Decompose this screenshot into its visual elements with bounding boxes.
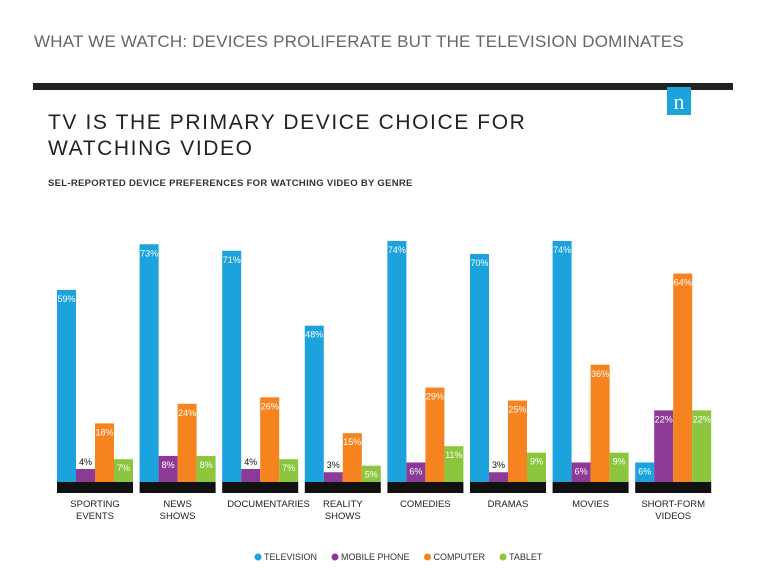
x-tick-label: SHORT-FORM VIDEOS [641,499,706,522]
x-tick-label: REALITY SHOWS [322,499,363,522]
bar [222,250,242,482]
data-label: 9% [530,457,543,467]
bar [95,423,114,482]
data-label: 7% [282,463,295,473]
baseline-band [470,482,546,493]
legend-label: TABLET [509,552,543,562]
bar [692,410,712,482]
data-label: 4% [244,457,257,467]
bar [196,455,216,482]
bar [260,397,280,482]
data-label: 3% [327,460,340,470]
data-label: 8% [162,460,175,470]
bar [406,462,426,482]
bar [673,273,693,482]
baseline-band [57,482,133,493]
data-label: 4% [79,457,92,467]
bar [635,462,655,482]
bar [590,364,610,482]
x-tick-label: DOCUMENTARIES [227,499,310,510]
x-tick-label: DRAMAS [487,499,529,510]
data-label: 6% [409,466,422,476]
bar [114,459,133,482]
logo: n [667,87,691,115]
data-label: 11% [445,450,462,460]
data-label: 74% [388,245,406,255]
data-label: 71% [223,255,241,265]
baseline-band [222,482,299,493]
bar [387,241,407,482]
legend-swatch [331,553,339,561]
x-tick-label: COMEDIES [400,499,451,510]
x-tick-label: MOVIES [572,499,610,510]
bar [279,459,299,482]
data-label: 3% [492,460,505,470]
data-label: 59% [57,294,75,304]
bar [139,244,159,482]
bar [241,468,261,482]
baseline-band [304,482,381,493]
bar [489,472,508,482]
bar [425,387,445,482]
data-label: 6% [575,466,588,476]
baseline-band [552,482,629,493]
bar [609,452,629,482]
bar [342,433,362,482]
data-label: 22% [655,414,673,424]
legend-label: TELEVISION [264,552,317,562]
data-label: 5% [365,470,378,480]
legend-label: MOBILE PHONE [341,552,410,562]
bar [323,472,343,482]
legend-swatch [424,553,432,561]
bar [571,462,591,482]
data-label: 70% [470,258,488,268]
data-label: 26% [261,401,279,411]
data-label: 73% [140,248,158,258]
chart-subtitle: SEL-REPORTED DEVICE PREFERENCES FOR WATC… [48,178,413,189]
bar [304,325,324,482]
data-label: 6% [638,466,651,476]
data-label: 18% [95,427,113,437]
header-bar [33,83,733,90]
bar [158,455,178,482]
baseline-band [139,482,216,493]
data-label: 48% [305,330,323,340]
bar [444,446,464,482]
data-label: 29% [426,392,444,402]
legend-label: COMPUTER [434,552,486,562]
data-label: 36% [591,369,609,379]
chart-title: TV IS THE PRIMARY DEVICE CHOICE FOR WATC… [48,111,527,160]
data-label: 25% [508,405,526,415]
data-label: 22% [693,414,711,424]
bar [361,465,381,482]
bar [76,468,95,482]
bar [552,241,572,482]
baseline-band [635,482,712,493]
x-tick-label: SPORTING EVENTS [70,499,120,522]
data-label: 7% [117,463,130,473]
data-label: 9% [613,457,626,467]
bar [57,289,76,482]
data-label: 64% [674,278,692,288]
bar [508,400,527,482]
bar [470,254,489,482]
page-header: WHAT WE WATCH: DEVICES PROLIFERATE BUT T… [34,32,684,51]
bar [654,410,674,482]
legend-swatch [254,553,262,561]
data-label: 74% [553,245,571,255]
baseline-band [387,482,464,493]
data-label: 24% [178,408,196,418]
x-tick-label: NEWS SHOWS [159,499,196,522]
data-label: 15% [343,437,361,447]
data-label: 8% [200,460,213,470]
bar [177,403,197,482]
bar [527,452,546,482]
legend-swatch [499,553,507,561]
